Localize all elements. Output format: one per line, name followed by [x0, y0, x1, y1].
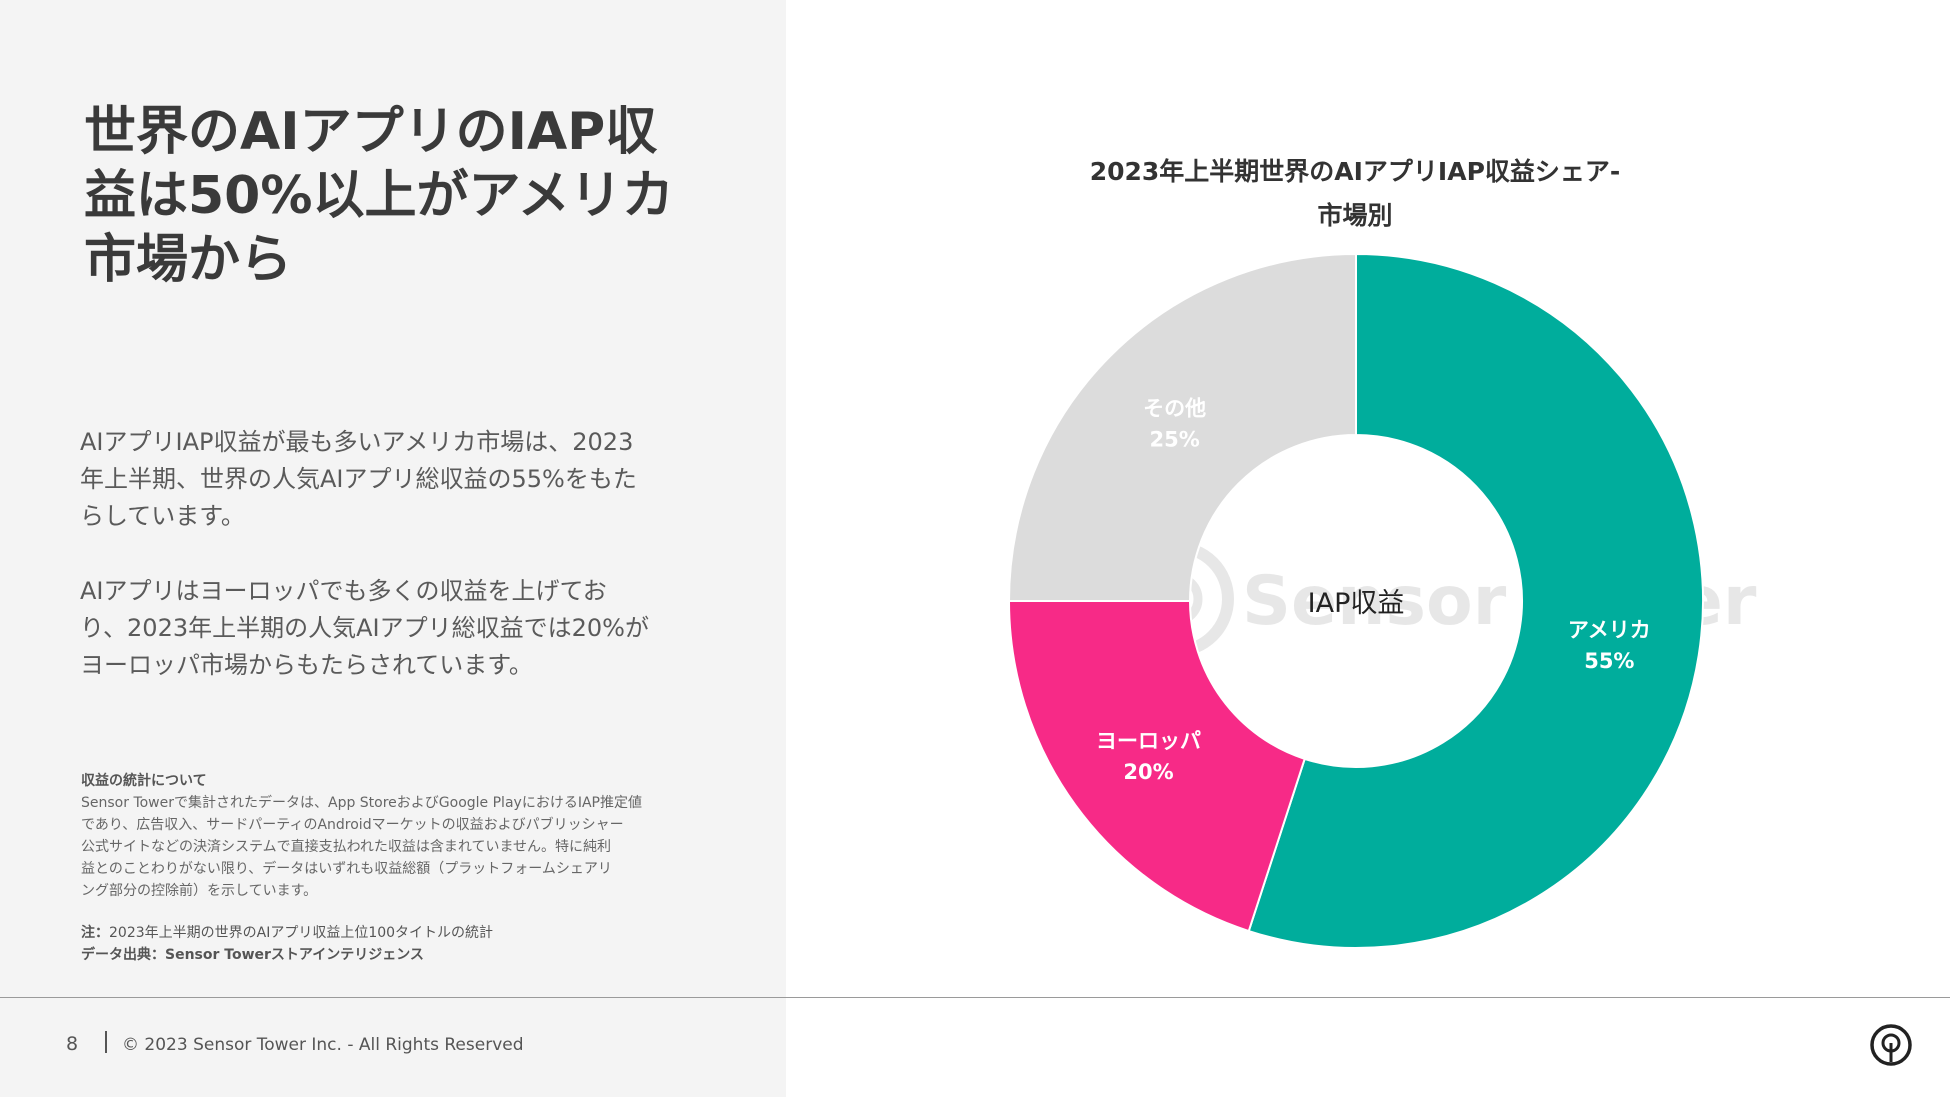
headline: 世界のAIアプリのIAP収 益は50%以上がアメリカ 市場から: [84, 100, 704, 292]
headline-line: 市場から: [84, 230, 293, 290]
donut-slices: [1007, 252, 1704, 949]
headline-line: 益は50%以上がアメリカ: [84, 166, 674, 226]
notes-line: 益とのことわりがない限り、データはいずれも収益総額（プラットフォームシェアリ: [81, 861, 612, 877]
slice-label: アメリカ: [1568, 618, 1651, 642]
slice-value-label: 20%: [1123, 760, 1173, 784]
slice-value-label: 25%: [1149, 428, 1199, 452]
source-block: 注：2023年上半期の世界のAIアプリ収益上位100タイトルの統計 データ出典：…: [81, 922, 681, 966]
slice-label: その他: [1143, 397, 1206, 421]
headline-line: 世界のAIアプリのIAP収: [84, 102, 658, 162]
copyright: © 2023 Sensor Tower Inc. - All Rights Re…: [122, 1035, 524, 1055]
body-paragraph-1: AIアプリIAP収益が最も多いアメリカ市場は、2023 年上半期、世界の人気AI…: [80, 424, 700, 535]
note-label: 注：: [81, 925, 109, 941]
notes-line: であり、広告収入、サードパーティのAndroidマーケットの収益およびパブリッシ…: [81, 817, 624, 833]
sensor-tower-logo-icon: [1870, 1024, 1912, 1066]
notes-line: 公式サイトなどの決済システムで直接支払われた収益は含まれていません。特に純利: [81, 839, 612, 855]
donut-slice: [1007, 252, 1357, 602]
body-line: AIアプリはヨーロッパでも多くの収益を上げてお: [80, 577, 607, 605]
body-line: AIアプリIAP収益が最も多いアメリカ市場は、2023: [80, 428, 634, 456]
page-number: 8: [66, 1033, 79, 1055]
body-line: ヨーロッパ市場からもたらされています。: [80, 651, 533, 679]
note-row: 注：2023年上半期の世界のAIアプリ収益上位100タイトルの統計: [81, 922, 681, 944]
body-line: 年上半期、世界の人気AIアプリ総収益の55%をもた: [80, 465, 637, 493]
body-line: らしています。: [80, 502, 245, 530]
source-row: データ出典：Sensor Towerストアインテリジェンス: [81, 944, 681, 966]
donut-slice: [1247, 252, 1704, 949]
revenue-notes: 収益の統計について Sensor Towerで集計されたデータは、App Sto…: [81, 770, 681, 902]
note-text: 2023年上半期の世界のAIアプリ収益上位100タイトルの統計: [109, 925, 494, 941]
chart-title-line: 2023年上半期世界のAIアプリIAP収益シェア-: [1089, 157, 1621, 186]
donut-center-label: IAP収益: [1308, 588, 1405, 619]
body-paragraph-2: AIアプリはヨーロッパでも多くの収益を上げてお り、2023年上半期の人気AIア…: [80, 573, 700, 684]
chart-title: 2023年上半期世界のAIアプリIAP収益シェア- 市場別: [1040, 150, 1670, 238]
donut-slice: [1007, 600, 1306, 933]
footer-divider: [0, 997, 1950, 998]
slice-value-label: 55%: [1584, 649, 1634, 673]
notes-line: Sensor Towerで集計されたデータは、App StoreおよびGoogl…: [81, 795, 642, 811]
notes-title: 収益の統計について: [81, 773, 207, 789]
notes-lines: Sensor Towerで集計されたデータは、App StoreおよびGoogl…: [81, 792, 681, 902]
footer-separator: [105, 1031, 107, 1053]
chart-title-line: 市場別: [1317, 201, 1393, 230]
slice-labels: アメリカ 55% ヨーロッパ 20% その他 25%: [1096, 397, 1651, 784]
body-line: り、2023年上半期の人気AIアプリ総収益では20%が: [80, 614, 649, 642]
source-text: Sensor Towerストアインテリジェンス: [165, 947, 424, 963]
left-panel: [0, 0, 786, 1097]
notes-line: ング部分の控除前）を示しています。: [81, 883, 318, 899]
slice-label: ヨーロッパ: [1096, 729, 1201, 753]
source-label: データ出典：: [81, 947, 165, 963]
